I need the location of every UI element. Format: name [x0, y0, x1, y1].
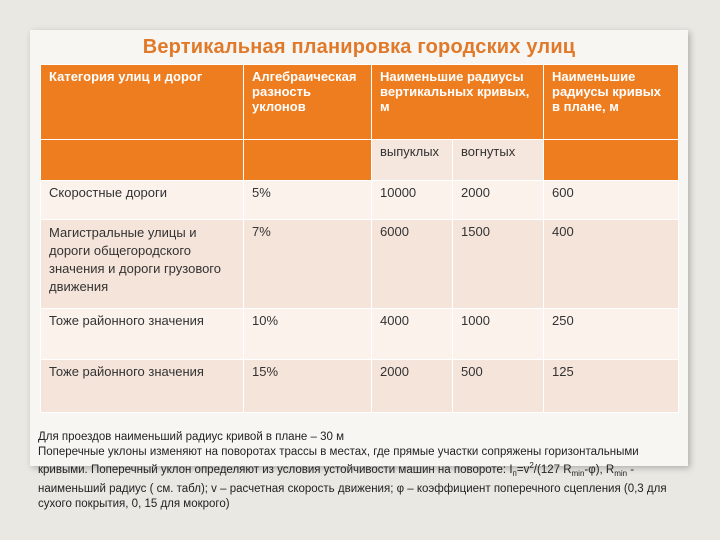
cell-concave: 1500 — [452, 219, 544, 309]
cell-convex: 4000 — [371, 308, 453, 360]
cell-concave: 500 — [452, 359, 544, 413]
subheader-empty — [40, 139, 244, 181]
cell-convex: 6000 — [371, 219, 453, 309]
cell-category: Тоже районного значения — [40, 308, 244, 360]
table-row: Тоже районного значения 10% 4000 1000 25… — [40, 308, 679, 360]
header-vertical-radii: Наименьшие радиусы вертикальных кривых, … — [371, 64, 544, 140]
cell-convex: 10000 — [371, 180, 453, 220]
cell-grade: 5% — [243, 180, 372, 220]
subheader-convex: выпуклых — [371, 139, 453, 181]
planning-table: Категория улиц и дорог Алгебраическая ра… — [40, 64, 679, 413]
cell-concave: 1000 — [452, 308, 544, 360]
table-row: Магистральные улицы и дороги общегородск… — [40, 219, 679, 309]
table-subheader-row: выпуклых вогнутых — [40, 139, 679, 181]
cell-grade: 10% — [243, 308, 372, 360]
footnote-line-2: Поперечные уклоны изменяют на поворотах … — [38, 445, 678, 512]
footnote: Для проездов наименьший радиус кривой в … — [38, 430, 678, 511]
subheader-concave: вогнутых — [452, 139, 544, 181]
page-title: Вертикальная планировка городских улиц — [142, 36, 576, 58]
cell-category: Тоже районного значения — [40, 359, 244, 413]
cell-grade: 15% — [243, 359, 372, 413]
subheader-empty — [543, 139, 679, 181]
table-row: Тоже районного значения 15% 2000 500 125 — [40, 359, 679, 413]
formula-subscript: min — [571, 469, 585, 479]
cell-plan: 400 — [543, 219, 679, 309]
cell-category: Магистральные улицы и дороги общегородск… — [40, 219, 244, 309]
header-grade: Алгебраическая разность уклонов — [243, 64, 372, 140]
cell-plan: 600 — [543, 180, 679, 220]
formula-superscript: 2 — [529, 461, 534, 471]
table-row: Скоростные дороги 5% 10000 2000 600 — [40, 180, 679, 220]
cell-concave: 2000 — [452, 180, 544, 220]
formula-text: /(127 R — [533, 464, 572, 477]
footnote-text: - наименьший радиус ( см. табл); v – рас… — [38, 464, 667, 510]
footnote-line-1: Для проездов наименьший радиус кривой в … — [38, 431, 344, 443]
header-category: Категория улиц и дорог — [40, 64, 244, 140]
header-plan-radii: Наименьшие радиусы кривых в плане, м — [543, 64, 679, 140]
cell-plan: 250 — [543, 308, 679, 360]
cell-plan: 125 — [543, 359, 679, 413]
footnote-text: Поперечные уклоны изменяют на поворотах … — [38, 445, 639, 477]
table-header-row: Категория улиц и дорог Алгебраическая ра… — [40, 64, 679, 140]
formula-text: -φ), R — [584, 464, 615, 477]
formula-text: =v — [516, 464, 530, 477]
subheader-empty — [243, 139, 372, 181]
formula-subscript: min — [614, 469, 628, 479]
cell-grade: 7% — [243, 219, 372, 309]
cell-convex: 2000 — [371, 359, 453, 413]
formula-subscript: п — [512, 469, 517, 479]
cell-category: Скоростные дороги — [40, 180, 244, 220]
